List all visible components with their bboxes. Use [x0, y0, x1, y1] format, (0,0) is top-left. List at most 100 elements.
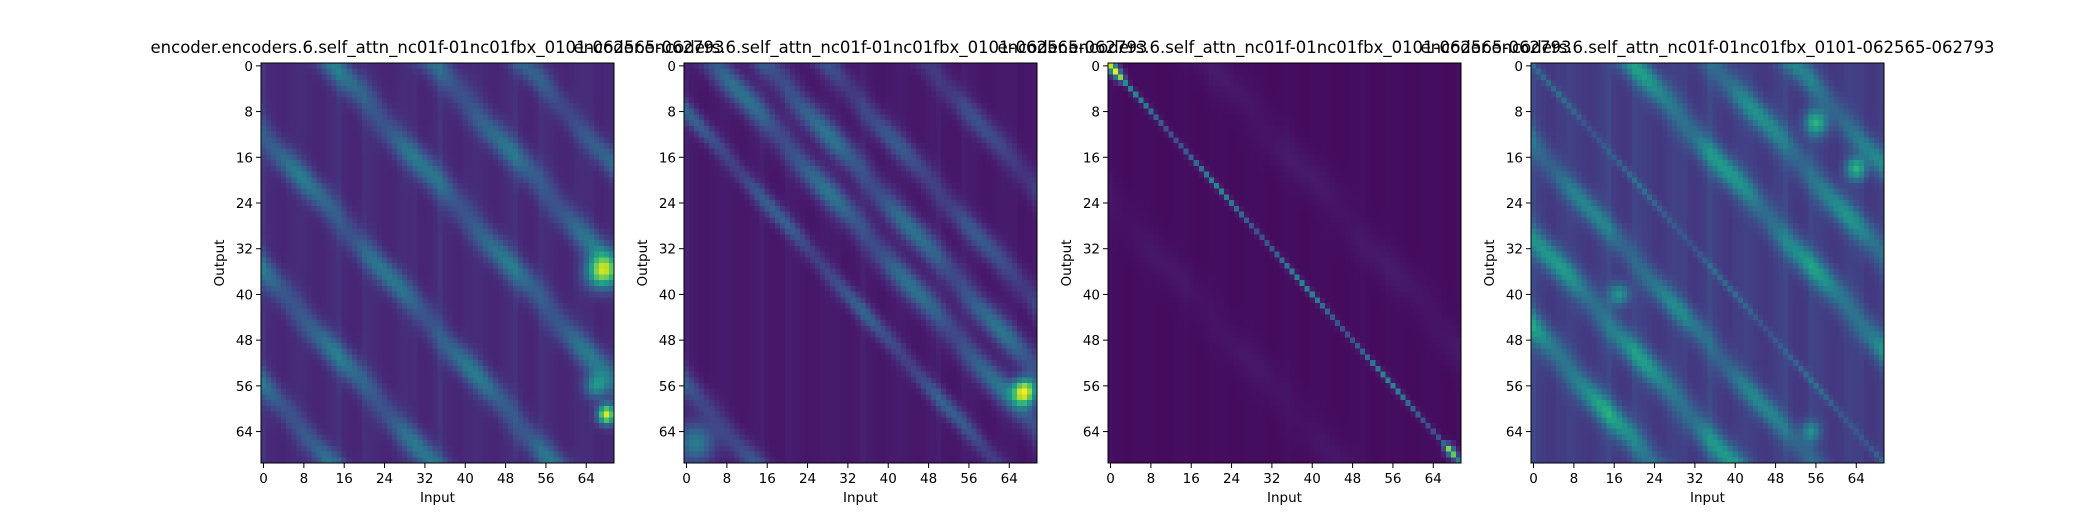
heatmap-cell: [498, 428, 504, 435]
heatmap-cell: [543, 251, 549, 258]
heatmap-cell: [921, 63, 927, 70]
heatmap-cell: [462, 183, 469, 190]
heatmap-cell: [361, 360, 368, 367]
heatmap-cell: [356, 291, 363, 298]
heatmap-cell: [427, 154, 433, 161]
heatmap-cell: [316, 457, 322, 464]
heatmap-cell: [503, 405, 509, 412]
heatmap-cell: [306, 354, 312, 361]
heatmap-cell: [371, 188, 378, 195]
heatmap-cell: [417, 188, 423, 195]
heatmap-cell: [417, 377, 423, 384]
heatmap-cell: [376, 205, 383, 212]
heatmap-cell: [518, 217, 524, 224]
heatmap-cell: [467, 177, 474, 184]
heatmap-cell: [412, 217, 418, 224]
heatmap-cell: [578, 365, 585, 372]
heatmap-cell: [402, 445, 408, 452]
heatmap-cell: [266, 354, 272, 361]
heatmap-cell: [402, 160, 408, 167]
heatmap-cell: [563, 143, 569, 150]
heatmap-cell: [371, 268, 378, 275]
heatmap-cell: [387, 331, 393, 338]
heatmap-cell: [346, 91, 353, 98]
heatmap-cell: [457, 388, 464, 395]
heatmap-cell: [311, 251, 317, 258]
heatmap-cell: [376, 131, 383, 138]
heatmap-cell: [603, 445, 610, 452]
heatmap-cell: [447, 405, 453, 412]
heatmap-cell: [402, 411, 408, 418]
heatmap-cell: [543, 348, 549, 355]
heatmap-cell: [538, 308, 544, 315]
heatmap-cell: [467, 428, 474, 435]
heatmap-cell: [583, 280, 590, 287]
heatmap-cell: [336, 348, 343, 355]
heatmap-cell: [301, 205, 307, 212]
heatmap-cell: [503, 360, 509, 367]
heatmap-cell: [608, 160, 615, 167]
heatmap-cell: [306, 251, 312, 258]
heatmap-cell: [442, 377, 448, 384]
heatmap-cell: [376, 314, 383, 321]
heatmap-cell: [452, 240, 459, 247]
heatmap-cell: [321, 445, 327, 452]
heatmap-cell: [452, 325, 459, 332]
heatmap-cell: [583, 440, 590, 447]
heatmap-cell: [588, 240, 595, 247]
heatmap-cell: [371, 360, 378, 367]
heatmap-cell: [311, 303, 317, 310]
heatmap-cell: [578, 297, 585, 304]
heatmap-cell: [528, 337, 534, 344]
heatmap-cell: [487, 85, 494, 92]
heatmap-cell: [376, 411, 383, 418]
heatmap-cell: [442, 308, 448, 315]
heatmap-cell: [548, 354, 554, 361]
heatmap-cell: [261, 411, 267, 418]
heatmap-cell: [296, 108, 302, 115]
heatmap-cell: [382, 251, 388, 258]
heatmap-cell: [266, 423, 272, 430]
heatmap-cell: [306, 337, 312, 344]
heatmap-cell: [432, 428, 438, 435]
heatmap-cell: [482, 280, 489, 287]
heatmap-cell: [457, 177, 464, 184]
heatmap-cell: [402, 97, 408, 104]
heatmap-cell: [286, 337, 292, 344]
heatmap-cell: [346, 308, 353, 315]
heatmap-cell: [513, 177, 519, 184]
heatmap-cell: [316, 120, 322, 127]
heatmap-cell: [427, 440, 433, 447]
x-tick-label: 56: [537, 471, 554, 487]
heatmap-cell: [538, 194, 544, 201]
heatmap-cell: [563, 285, 569, 292]
heatmap-cell: [301, 348, 307, 355]
heatmap-cell: [563, 137, 569, 144]
heatmap-cell: [286, 268, 292, 275]
heatmap-cell: [301, 200, 307, 207]
heatmap-cell: [492, 348, 499, 355]
heatmap-cell: [271, 440, 277, 447]
heatmap-cell: [523, 331, 529, 338]
heatmap-cell: [457, 97, 464, 104]
heatmap-cell: [487, 297, 494, 304]
heatmap-cell: [533, 108, 539, 115]
heatmap-cell: [432, 108, 438, 115]
heatmap-cell: [261, 68, 267, 75]
heatmap-cell: [316, 405, 322, 412]
heatmap-cell: [432, 228, 438, 235]
heatmap-cell: [528, 165, 534, 172]
heatmap-cell: [296, 188, 302, 195]
heatmap-cell: [271, 234, 277, 241]
heatmap-cell: [266, 177, 272, 184]
heatmap-cell: [553, 183, 559, 190]
heatmap-cell: [296, 205, 302, 212]
heatmap-cell: [598, 251, 605, 258]
heatmap-cell: [462, 234, 469, 241]
heatmap-cell: [412, 331, 418, 338]
heatmap-cell: [361, 74, 368, 81]
heatmap-cell: [311, 365, 317, 372]
heatmap-cell: [603, 325, 610, 332]
heatmap-cell: [366, 308, 373, 315]
heatmap-cell: [392, 417, 398, 424]
